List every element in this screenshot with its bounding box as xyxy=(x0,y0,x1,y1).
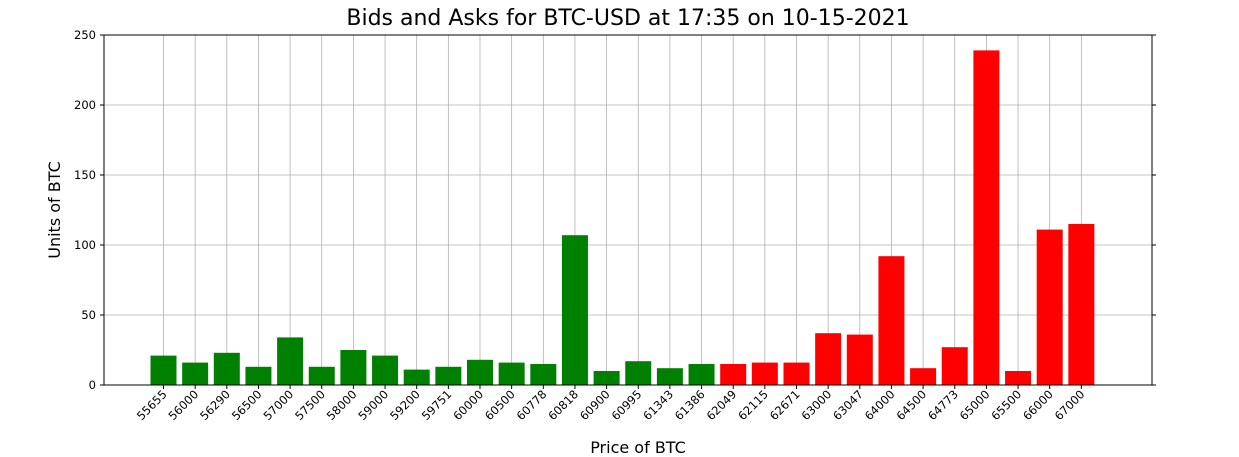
bar-67000 xyxy=(1068,224,1095,385)
bar-60900 xyxy=(593,371,620,385)
bars xyxy=(150,50,1095,386)
x-tick-label-57500: 57500 xyxy=(292,387,328,423)
x-tick-label-59751: 59751 xyxy=(419,387,455,423)
bar-62671 xyxy=(783,362,810,385)
x-tick-label-58000: 58000 xyxy=(324,387,360,423)
bar-60995 xyxy=(625,361,652,385)
bar-62049 xyxy=(720,364,747,385)
bar-66000 xyxy=(1036,229,1063,385)
x-tick-label-61343: 61343 xyxy=(640,387,676,423)
x-axis-label: Price of BTC xyxy=(590,438,686,457)
x-tick-label-65000: 65000 xyxy=(957,387,993,423)
x-tick-label-63000: 63000 xyxy=(798,387,834,423)
bar-63000 xyxy=(815,333,842,385)
x-tick-label-67000: 67000 xyxy=(1052,387,1088,423)
x-tick-label-60500: 60500 xyxy=(482,387,518,423)
bar-59751 xyxy=(435,366,462,385)
bar-58000 xyxy=(340,350,367,385)
x-tick-label-60995: 60995 xyxy=(609,387,645,423)
x-tick-label-66000: 66000 xyxy=(1020,387,1056,423)
y-axis-label: Units of BTC xyxy=(45,161,64,258)
x-tick-label-60900: 60900 xyxy=(577,387,613,423)
bar-57500 xyxy=(308,366,335,385)
bar-64773 xyxy=(941,347,968,385)
y-tick-label: 200 xyxy=(74,98,96,112)
bar-60778 xyxy=(530,364,557,385)
x-tick-label-56000: 56000 xyxy=(165,387,201,423)
bar-56500 xyxy=(245,366,272,385)
bar-59000 xyxy=(372,355,399,385)
bar-62115 xyxy=(751,362,778,385)
bar-63047 xyxy=(846,334,873,385)
bar-60818 xyxy=(561,235,588,385)
bar-61386 xyxy=(688,364,715,385)
x-tick-label-64000: 64000 xyxy=(862,387,898,423)
x-tick-label-59000: 59000 xyxy=(355,387,391,423)
x-tick-label-62049: 62049 xyxy=(704,387,740,423)
x-tick-label-55655: 55655 xyxy=(134,387,170,423)
plot-frame xyxy=(103,34,1153,386)
bar-65500 xyxy=(1005,371,1032,385)
x-tick-label-59200: 59200 xyxy=(387,387,423,423)
x-tick-label-60818: 60818 xyxy=(545,387,581,423)
bar-55655 xyxy=(150,355,177,385)
bar-61343 xyxy=(656,368,683,385)
x-tick-label-64500: 64500 xyxy=(893,387,929,423)
x-tick-label-57000: 57000 xyxy=(260,387,296,423)
bar-59200 xyxy=(403,369,430,385)
x-tick-label-56500: 56500 xyxy=(229,387,265,423)
bar-64500 xyxy=(910,368,937,385)
x-tick-label-60000: 60000 xyxy=(450,387,486,423)
bar-57000 xyxy=(277,337,304,385)
x-tick-label-61386: 61386 xyxy=(672,387,708,423)
y-tick-label: 150 xyxy=(74,168,96,182)
x-tick-label-63047: 63047 xyxy=(830,387,866,423)
x-tick-label-60778: 60778 xyxy=(514,387,550,423)
y-tick-label: 0 xyxy=(89,378,96,392)
bar-65000 xyxy=(973,50,1000,386)
y-tick-label: 250 xyxy=(74,28,96,42)
bar-60000 xyxy=(467,359,493,385)
x-tick-label-56290: 56290 xyxy=(197,387,233,423)
x-tick-label-62671: 62671 xyxy=(767,387,803,423)
x-tick-label-62115: 62115 xyxy=(735,387,771,423)
chart-title: Bids and Asks for BTC-USD at 17:35 on 10… xyxy=(346,6,909,31)
bar-56290 xyxy=(213,352,240,385)
x-tick-label-64773: 64773 xyxy=(925,387,961,423)
bar-60500 xyxy=(498,362,525,385)
x-tick-label-65500: 65500 xyxy=(988,387,1024,423)
y-tick-label: 50 xyxy=(81,308,96,322)
bar-64000 xyxy=(878,256,905,385)
y-tick-label: 100 xyxy=(74,238,96,252)
bar-56000 xyxy=(182,362,209,385)
